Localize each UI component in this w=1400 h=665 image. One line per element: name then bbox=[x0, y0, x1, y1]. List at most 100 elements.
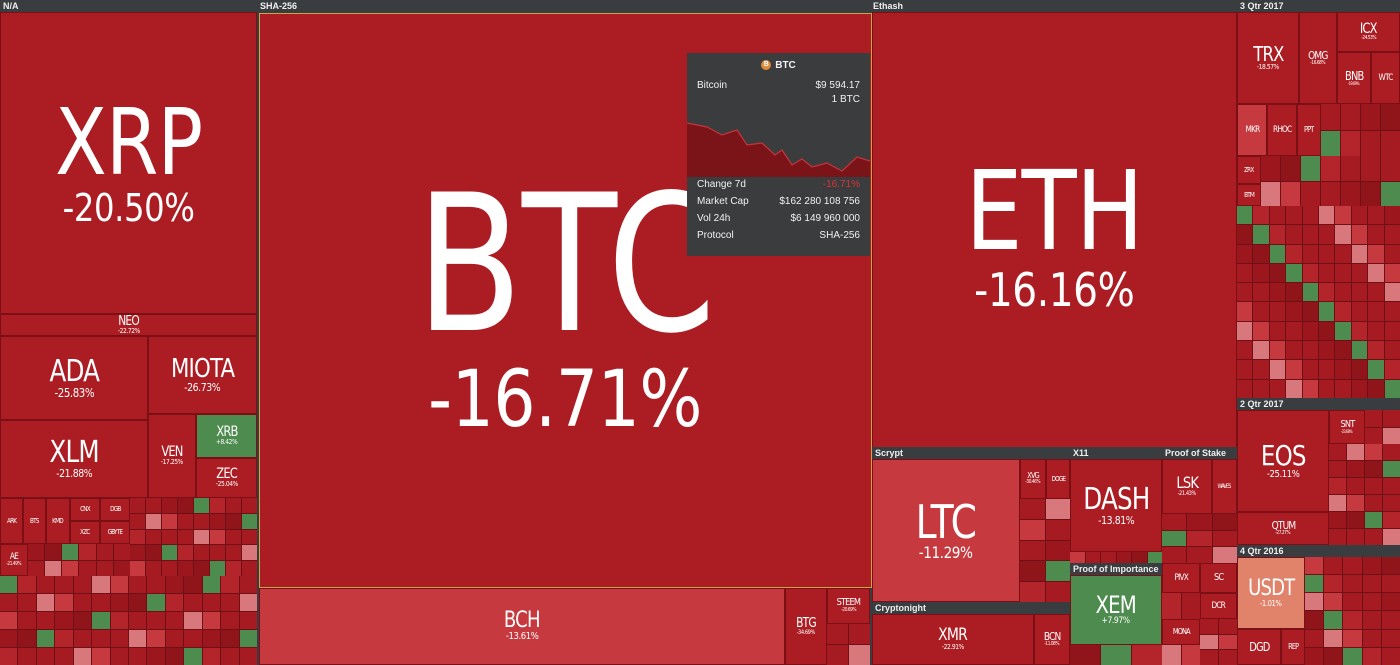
small-coin-tile[interactable] bbox=[1187, 514, 1212, 530]
small-coin-tile[interactable] bbox=[1341, 104, 1360, 130]
tile-icx[interactable]: ICX -24.53% bbox=[1337, 12, 1400, 52]
small-coin-tile[interactable] bbox=[62, 544, 79, 560]
small-coin-tile[interactable] bbox=[226, 545, 241, 561]
small-coin-tile[interactable] bbox=[79, 560, 96, 576]
small-coin-tile[interactable] bbox=[1362, 611, 1381, 629]
small-coin-tile[interactable] bbox=[226, 561, 241, 576]
small-coin-tile[interactable] bbox=[28, 544, 45, 560]
small-coin-tile[interactable] bbox=[146, 513, 161, 529]
small-coin-tile[interactable] bbox=[1362, 593, 1381, 611]
small-coin-tile[interactable] bbox=[1365, 444, 1382, 460]
small-coin-tile[interactable] bbox=[1305, 575, 1324, 593]
small-coin-tile[interactable] bbox=[1383, 478, 1400, 494]
small-coin-tile[interactable] bbox=[221, 612, 239, 629]
small-coin-tile[interactable] bbox=[129, 576, 147, 593]
tile-ltc[interactable]: LTC -11.29% bbox=[872, 459, 1020, 602]
small-coin-tile[interactable] bbox=[1162, 514, 1187, 530]
tile-kmd[interactable]: KMD bbox=[46, 498, 70, 544]
small-coin-tile[interactable] bbox=[1162, 530, 1187, 547]
small-coin-tile[interactable] bbox=[1302, 263, 1318, 283]
small-coin-tile[interactable] bbox=[1335, 341, 1351, 360]
tile-btg[interactable]: BTG -34.69% bbox=[785, 588, 827, 665]
small-coin-tile[interactable] bbox=[1286, 244, 1302, 263]
small-coin-tile[interactable] bbox=[202, 594, 221, 611]
small-coin-tile[interactable] bbox=[113, 560, 130, 576]
small-coin-tile[interactable] bbox=[1384, 244, 1400, 263]
small-coin-tile[interactable] bbox=[1335, 379, 1351, 398]
small-coin-tile[interactable] bbox=[1147, 552, 1162, 563]
tile-bts[interactable]: BTS bbox=[23, 498, 46, 544]
small-coin-tile[interactable] bbox=[210, 529, 225, 545]
small-coin-tile[interactable] bbox=[1361, 130, 1380, 156]
small-coin-tile[interactable] bbox=[1335, 206, 1351, 225]
small-coin-tile[interactable] bbox=[1305, 611, 1324, 629]
small-coin-tile[interactable] bbox=[1384, 206, 1400, 225]
small-coin-tile[interactable] bbox=[55, 612, 73, 629]
small-coin-tile[interactable] bbox=[1351, 379, 1368, 398]
small-coin-tile[interactable] bbox=[1301, 181, 1320, 206]
small-coin-tile[interactable] bbox=[92, 612, 110, 629]
small-coin-tile[interactable] bbox=[1321, 181, 1340, 206]
tile-waves[interactable]: WAVES bbox=[1212, 459, 1237, 514]
small-coin-tile[interactable] bbox=[18, 576, 36, 593]
small-coin-tile[interactable] bbox=[96, 560, 113, 576]
small-coin-tile[interactable] bbox=[242, 498, 257, 513]
small-coin-tile[interactable] bbox=[1237, 244, 1253, 263]
small-coin-tile[interactable] bbox=[1321, 156, 1340, 181]
small-coin-tile[interactable] bbox=[1045, 519, 1070, 540]
small-coin-tile[interactable] bbox=[1237, 321, 1253, 341]
small-coin-tile[interactable] bbox=[1384, 225, 1400, 244]
small-coin-tile[interactable] bbox=[1368, 283, 1384, 302]
small-coin-tile[interactable] bbox=[1269, 225, 1286, 244]
small-coin-tile[interactable] bbox=[1341, 181, 1360, 206]
small-coin-tile[interactable] bbox=[0, 612, 18, 629]
small-coin-tile[interactable] bbox=[1305, 593, 1324, 611]
small-coin-tile[interactable] bbox=[178, 529, 193, 545]
small-coin-tile[interactable] bbox=[1162, 645, 1181, 665]
small-coin-tile[interactable] bbox=[827, 624, 848, 644]
small-coin-tile[interactable] bbox=[1132, 552, 1147, 563]
small-coin-tile[interactable] bbox=[1321, 104, 1340, 130]
small-coin-tile[interactable] bbox=[1020, 582, 1045, 602]
small-coin-tile[interactable] bbox=[184, 612, 202, 629]
small-coin-tile[interactable] bbox=[1318, 341, 1335, 360]
small-coin-tile[interactable] bbox=[1286, 283, 1302, 302]
small-coin-tile[interactable] bbox=[1269, 379, 1286, 398]
small-coin-tile[interactable] bbox=[1020, 499, 1045, 519]
small-coin-tile[interactable] bbox=[239, 630, 257, 647]
small-coin-tile[interactable] bbox=[1253, 302, 1269, 321]
tile-snt[interactable]: SNT -23.68% bbox=[1329, 410, 1365, 444]
small-coin-tile[interactable] bbox=[1383, 495, 1400, 511]
small-coin-tile[interactable] bbox=[130, 513, 145, 529]
small-coin-tile[interactable] bbox=[1286, 321, 1302, 341]
small-coin-tile[interactable] bbox=[1200, 619, 1218, 634]
tile-mona[interactable]: MONA bbox=[1162, 619, 1200, 645]
small-coin-tile[interactable] bbox=[147, 576, 165, 593]
small-coin-tile[interactable] bbox=[1212, 514, 1237, 530]
small-coin-tile[interactable] bbox=[221, 576, 239, 593]
small-coin-tile[interactable] bbox=[110, 648, 128, 665]
small-coin-tile[interactable] bbox=[1329, 478, 1346, 494]
small-coin-tile[interactable] bbox=[1181, 593, 1200, 619]
small-coin-tile[interactable] bbox=[18, 612, 36, 629]
small-coin-tile[interactable] bbox=[1381, 557, 1400, 575]
small-coin-tile[interactable] bbox=[1362, 629, 1381, 647]
small-coin-tile[interactable] bbox=[239, 648, 257, 665]
tile-rhoc[interactable]: RHOC bbox=[1267, 104, 1297, 156]
small-coin-tile[interactable] bbox=[226, 513, 241, 529]
small-coin-tile[interactable] bbox=[1368, 244, 1384, 263]
small-coin-tile[interactable] bbox=[110, 594, 128, 611]
small-coin-tile[interactable] bbox=[194, 513, 209, 529]
small-coin-tile[interactable] bbox=[1253, 225, 1269, 244]
small-coin-tile[interactable] bbox=[1269, 302, 1286, 321]
tile-dash[interactable]: DASH -13.81% bbox=[1070, 459, 1162, 552]
small-coin-tile[interactable] bbox=[1253, 379, 1269, 398]
tile-omg[interactable]: OMG -16.68% bbox=[1299, 12, 1337, 104]
small-coin-tile[interactable] bbox=[1365, 529, 1382, 545]
small-coin-tile[interactable] bbox=[1200, 650, 1218, 665]
small-coin-tile[interactable] bbox=[1368, 206, 1384, 225]
small-coin-tile[interactable] bbox=[1347, 478, 1364, 494]
small-coin-tile[interactable] bbox=[1381, 181, 1400, 206]
small-coin-tile[interactable] bbox=[1302, 302, 1318, 321]
small-coin-tile[interactable] bbox=[1383, 427, 1400, 444]
